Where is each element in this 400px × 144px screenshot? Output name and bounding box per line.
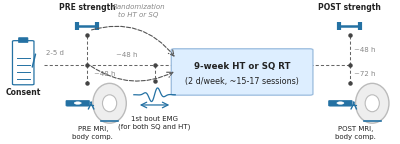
Text: ~48 h: ~48 h [116,52,138,58]
Text: 1st bout EMG
(for both SQ and HT): 1st bout EMG (for both SQ and HT) [118,116,191,130]
Ellipse shape [102,95,117,112]
Text: Consent: Consent [6,88,41,97]
Ellipse shape [365,95,379,112]
Text: ~48 h: ~48 h [354,47,376,53]
Text: ~72 h: ~72 h [354,71,376,77]
Ellipse shape [356,83,389,123]
Text: POST MRI,
body comp.: POST MRI, body comp. [335,126,376,140]
Text: 2-5 d: 2-5 d [46,50,64,56]
Text: ~48 h: ~48 h [94,71,116,77]
Text: PRE strength: PRE strength [58,3,115,12]
FancyBboxPatch shape [66,100,90,106]
FancyBboxPatch shape [18,38,28,42]
Text: POST strength: POST strength [318,3,381,12]
Text: 9-week HT or SQ RT: 9-week HT or SQ RT [194,62,290,71]
FancyBboxPatch shape [171,49,313,95]
FancyBboxPatch shape [329,100,352,106]
FancyBboxPatch shape [12,41,34,85]
Ellipse shape [93,83,126,123]
Circle shape [337,102,344,104]
Text: Randomization
to HT or SQ: Randomization to HT or SQ [112,4,165,18]
Text: PRE MRI,
body comp.: PRE MRI, body comp. [72,126,113,140]
Circle shape [74,102,81,104]
Text: (2 d/week, ~15-17 sessions): (2 d/week, ~15-17 sessions) [185,77,299,86]
